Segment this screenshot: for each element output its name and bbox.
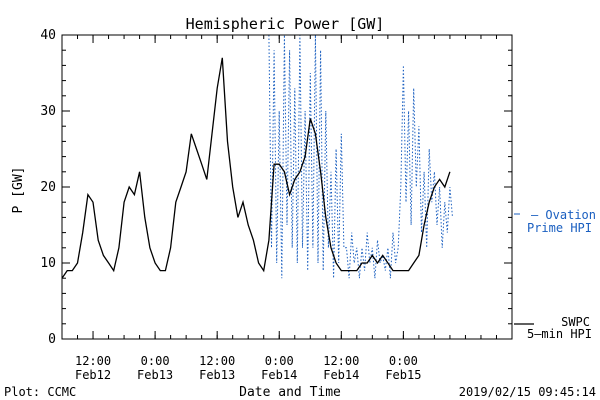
x-tick-label-time: 12:00 — [75, 354, 111, 368]
legend-ovation-line2: Prime HPI — [527, 221, 592, 235]
legend-swpc-line1: SWPC — [561, 315, 590, 329]
plot-timestamp: 2019/02/15 09:45:14 — [459, 385, 596, 399]
x-axis-label: Date and Time — [239, 385, 341, 400]
legend-swpc-line2: 5—min HPI — [527, 327, 592, 341]
x-tick-label-date: Feb13 — [137, 368, 173, 382]
y-axis-label: P [GW] — [11, 167, 26, 214]
x-tick-label-date: Feb15 — [385, 368, 421, 382]
x-tick-label-time: 12:00 — [323, 354, 359, 368]
x-tick-label-time: 0:00 — [389, 354, 418, 368]
y-tick-label: 10 — [40, 256, 56, 271]
series-line-ovation — [268, 34, 453, 279]
series-layer — [61, 34, 453, 279]
x-tick-label-date: Feb14 — [261, 368, 297, 382]
x-tick-label-date: Feb13 — [199, 368, 235, 382]
x-tick-label-time: 12:00 — [199, 354, 235, 368]
x-tick-label-time: 0:00 — [141, 354, 170, 368]
y-tick-label: 0 — [48, 332, 56, 347]
plot-frame — [61, 34, 513, 340]
x-tick-label-date: Feb14 — [323, 368, 359, 382]
chart-title: Hemispheric Power [GW] — [186, 15, 385, 33]
x-axis-ticks: 12:00Feb120:00Feb1312:00Feb130:00Feb1412… — [61, 35, 513, 382]
series-line-swpc — [61, 57, 451, 279]
y-tick-label: 30 — [40, 104, 56, 119]
y-tick-label: 20 — [40, 180, 56, 195]
legend-ovation-line1: — Ovation — [531, 208, 596, 222]
x-tick-label-time: 0:00 — [265, 354, 294, 368]
y-tick-label: 40 — [40, 28, 56, 43]
y-axis-ticks: 0 10 20 30 40 — [40, 28, 512, 347]
x-tick-label-date: Feb12 — [75, 368, 111, 382]
plot-source-label: Plot: CCMC — [4, 385, 76, 399]
